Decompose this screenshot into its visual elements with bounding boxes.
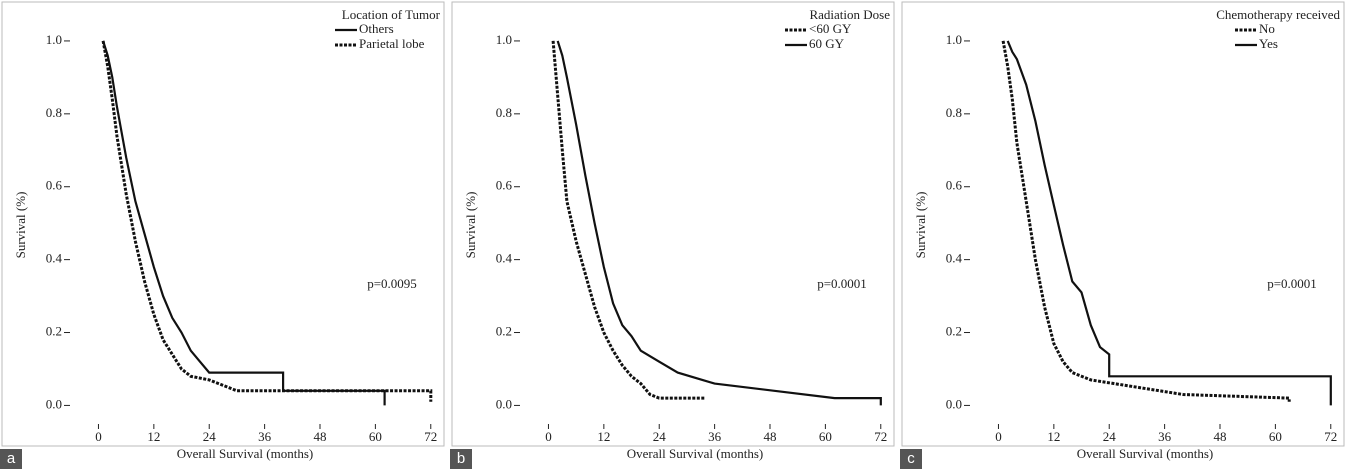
x-tick-label: 36 — [708, 429, 722, 444]
x-tick-label: 60 — [1269, 429, 1282, 444]
x-tick-label: 24 — [203, 429, 217, 444]
x-tick-label: 72 — [1324, 429, 1337, 444]
y-tick-label: 0.4 — [496, 251, 513, 266]
legend-label: No — [1259, 21, 1275, 36]
panel: 0.0 0.2 0.4 0.6 0.8 1.0 0 12 24 36 48 60 72 Overall S… — [900, 1, 1345, 469]
y-tick-label: 1.0 — [496, 32, 512, 47]
y-tick-label: 0.8 — [46, 105, 62, 120]
y-tick-label: 0.4 — [946, 251, 963, 266]
y-axis-label: Survival (%) — [13, 192, 28, 259]
panel-letter: c — [907, 450, 915, 467]
x-tick-label: 72 — [874, 429, 887, 444]
y-tick-label: 1.0 — [946, 32, 962, 47]
y-tick-label: 0.2 — [496, 324, 512, 339]
x-tick-label: 24 — [1103, 429, 1117, 444]
y-tick-label: 0.4 — [46, 251, 63, 266]
x-axis-label: Overall Survival (months) — [177, 446, 313, 461]
x-tick-label: 0 — [95, 429, 102, 444]
legend-label: 60 GY — [809, 36, 845, 51]
x-tick-label: 36 — [258, 429, 272, 444]
y-axis-label: Survival (%) — [913, 192, 928, 259]
x-tick-label: 72 — [424, 429, 437, 444]
survival-curve — [102, 40, 386, 406]
x-tick-label: 60 — [819, 429, 832, 444]
p-value: p=0.0095 — [367, 276, 417, 291]
x-tick-label: 12 — [1047, 429, 1060, 444]
y-tick-label: 0.0 — [46, 396, 62, 411]
x-tick-label: 48 — [764, 429, 777, 444]
legend-label: Parietal lobe — [359, 36, 425, 51]
panel-letter: b — [457, 450, 465, 467]
y-tick-label: 0.0 — [946, 396, 962, 411]
y-tick-label: 0.6 — [496, 178, 513, 193]
survival-curve — [1006, 40, 1332, 406]
panel-frame — [1, 1, 445, 447]
y-tick-label: 1.0 — [46, 32, 62, 47]
y-tick-label: 0.8 — [946, 105, 962, 120]
x-tick-label: 48 — [1214, 429, 1227, 444]
panel-frame — [451, 1, 895, 447]
x-tick-label: 24 — [653, 429, 667, 444]
y-tick-label: 0.6 — [946, 178, 963, 193]
x-axis-label: Overall Survival (months) — [627, 446, 763, 461]
x-tick-label: 0 — [545, 429, 552, 444]
x-tick-label: 0 — [995, 429, 1002, 444]
panel-letter-box — [0, 449, 22, 469]
y-tick-label: 0.6 — [46, 178, 63, 193]
y-tick-label: 0.2 — [946, 324, 962, 339]
x-axis-label: Overall Survival (months) — [1077, 446, 1213, 461]
y-axis-label: Survival (%) — [463, 192, 478, 259]
legend-label: <60 GY — [809, 21, 852, 36]
y-tick-label: 0.0 — [496, 396, 512, 411]
panel-letter-box — [450, 449, 472, 469]
survival-curve — [1001, 40, 1291, 402]
panel-letter-box — [900, 449, 922, 469]
x-tick-label: 36 — [1158, 429, 1172, 444]
x-tick-label: 60 — [369, 429, 382, 444]
p-value: p=0.0001 — [817, 276, 867, 291]
survival-curve — [551, 40, 706, 400]
survival-curve — [556, 40, 882, 406]
x-tick-label: 48 — [314, 429, 327, 444]
legend-label: Yes — [1259, 36, 1278, 51]
survival-curve — [101, 40, 433, 402]
p-value: p=0.0001 — [1267, 276, 1317, 291]
panel-frame — [901, 1, 1345, 447]
panel: 0.0 0.2 0.4 0.6 0.8 1.0 0 12 24 36 48 60 72 Overall S… — [450, 1, 895, 469]
legend-label: Others — [359, 21, 394, 36]
y-tick-label: 0.8 — [496, 105, 512, 120]
legend-title: Location of Tumor — [342, 7, 441, 22]
legend-title: Chemotherapy received — [1216, 7, 1340, 22]
panel: 0.0 0.2 0.4 0.6 0.8 1.0 0 12 24 36 48 60 72 Overall S… — [0, 1, 445, 469]
legend-title: Radiation Dose — [809, 7, 890, 22]
x-tick-label: 12 — [147, 429, 160, 444]
x-tick-label: 12 — [597, 429, 610, 444]
panel-letter: a — [7, 450, 16, 467]
y-tick-label: 0.2 — [46, 324, 62, 339]
